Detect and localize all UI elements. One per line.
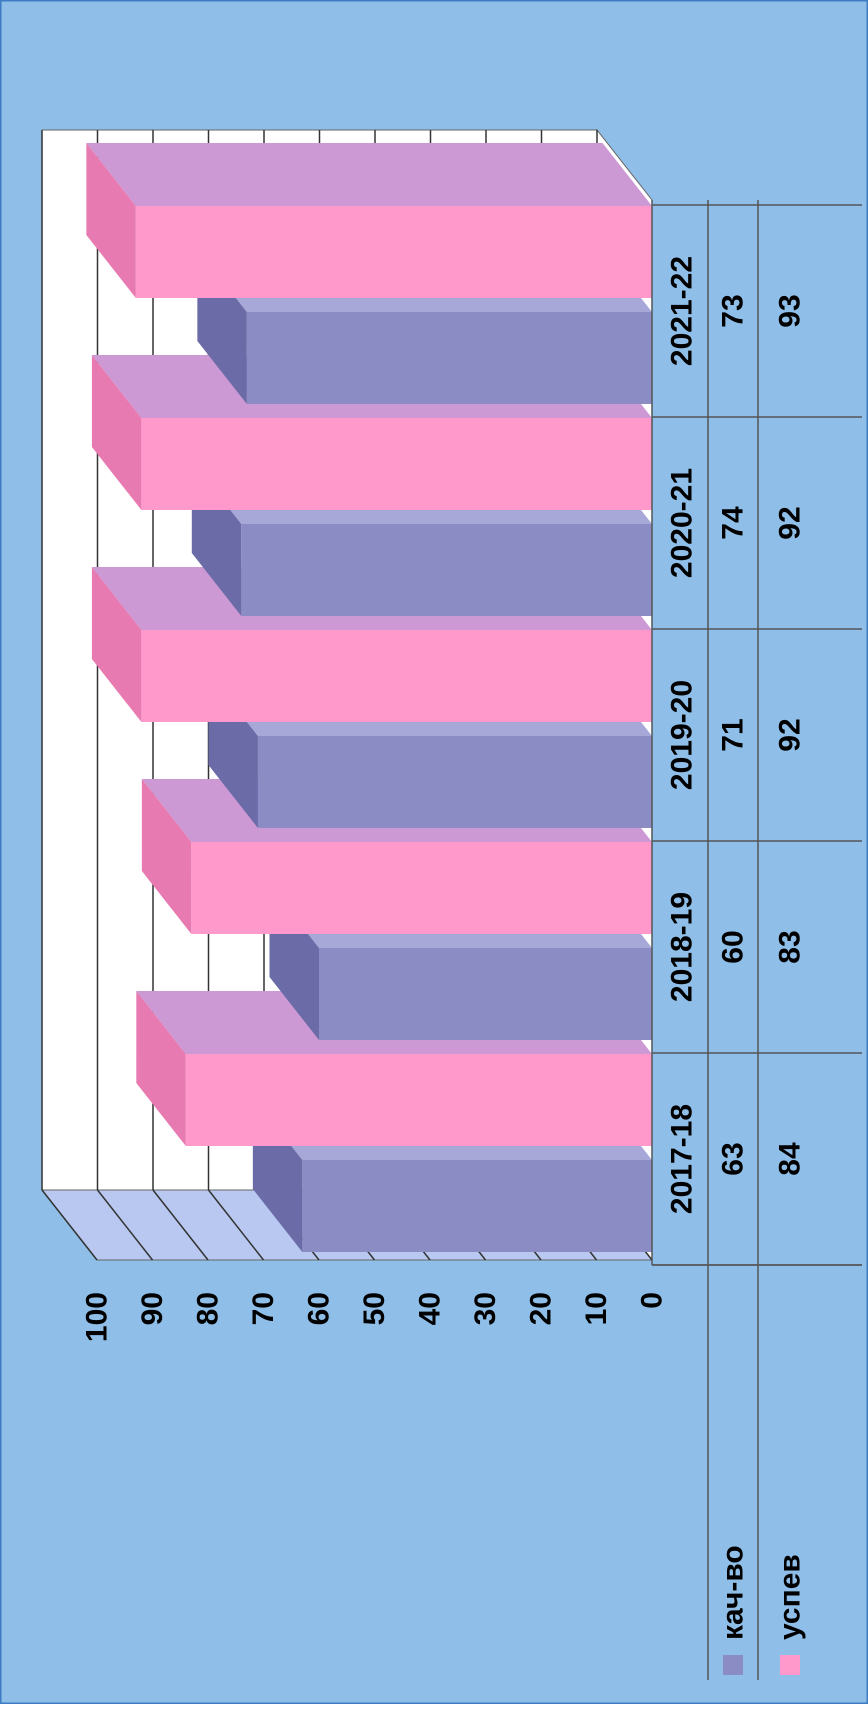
category-label: 2020-21 xyxy=(666,468,699,578)
data-label: 60 xyxy=(717,930,750,963)
y-tick-label: 0 xyxy=(636,1292,669,1309)
bar-кач-во-2020-21 xyxy=(241,524,653,616)
category-label: 2017-18 xyxy=(666,1104,699,1214)
bar-кач-во-2018-19 xyxy=(319,948,652,1040)
data-label: 71 xyxy=(717,718,750,751)
y-tick-label: 20 xyxy=(525,1292,558,1325)
y-tick-label: 90 xyxy=(136,1292,169,1325)
y-tick-label: 100 xyxy=(81,1292,114,1342)
gridline-depth xyxy=(41,1189,98,1261)
bar-end-успев-2021-22 xyxy=(86,143,136,298)
data-label: 93 xyxy=(774,294,807,327)
bar-top-успев-2021-22 xyxy=(86,143,653,206)
bar-end-успев-2020-21 xyxy=(91,355,142,510)
category-label: 2019-20 xyxy=(666,680,699,790)
y-tick-label: 80 xyxy=(192,1292,225,1325)
y-tick-label: 10 xyxy=(580,1292,613,1325)
bar-end-успев-2018-19 xyxy=(141,779,192,934)
bar-успев-2018-19 xyxy=(191,842,652,934)
bar-успев-2021-22 xyxy=(135,206,653,298)
bar-layer xyxy=(86,143,653,1252)
bar-успев-2019-20 xyxy=(141,630,652,722)
legend-label: успев xyxy=(774,1554,807,1640)
bar-кач-во-2019-20 xyxy=(257,736,652,828)
gridline-depth xyxy=(207,1189,265,1261)
y-tick-label: 30 xyxy=(469,1292,502,1325)
bar-успев-2020-21 xyxy=(141,418,652,510)
data-label: 74 xyxy=(717,506,750,540)
y-tick-label: 60 xyxy=(303,1292,336,1325)
axis-layer: 0 10 20 30 40 50 60 70 80 90 100 xyxy=(81,1292,669,1342)
y-tick-label: 50 xyxy=(358,1292,391,1325)
data-label: 84 xyxy=(774,1142,807,1176)
bar-кач-во-2017-18 xyxy=(302,1160,652,1252)
y-tick-label: 70 xyxy=(247,1292,280,1325)
data-label: 73 xyxy=(717,294,750,327)
data-label: 92 xyxy=(774,506,807,539)
legend-swatch xyxy=(780,1655,800,1675)
gridline-depth xyxy=(152,1189,209,1261)
bar-end-успев-2019-20 xyxy=(91,567,142,722)
category-label: 2018-19 xyxy=(666,892,699,1002)
data-label: 63 xyxy=(717,1142,750,1175)
gridline-depth xyxy=(96,1189,154,1261)
data-label: 92 xyxy=(774,718,807,751)
bar-кач-во-2021-22 xyxy=(246,312,652,404)
legend-swatch xyxy=(723,1655,743,1675)
y-tick-label: 40 xyxy=(414,1292,447,1325)
legend-label: кач-во xyxy=(717,1545,750,1640)
category-label: 2021-22 xyxy=(666,256,699,366)
bar-успев-2017-18 xyxy=(185,1054,653,1146)
bar-end-успев-2017-18 xyxy=(136,991,186,1146)
data-label: 83 xyxy=(774,930,807,963)
data-table: 2017-18 63 84 2018-19 60 83 2019-20 71 92 2020-21… xyxy=(651,200,862,1680)
